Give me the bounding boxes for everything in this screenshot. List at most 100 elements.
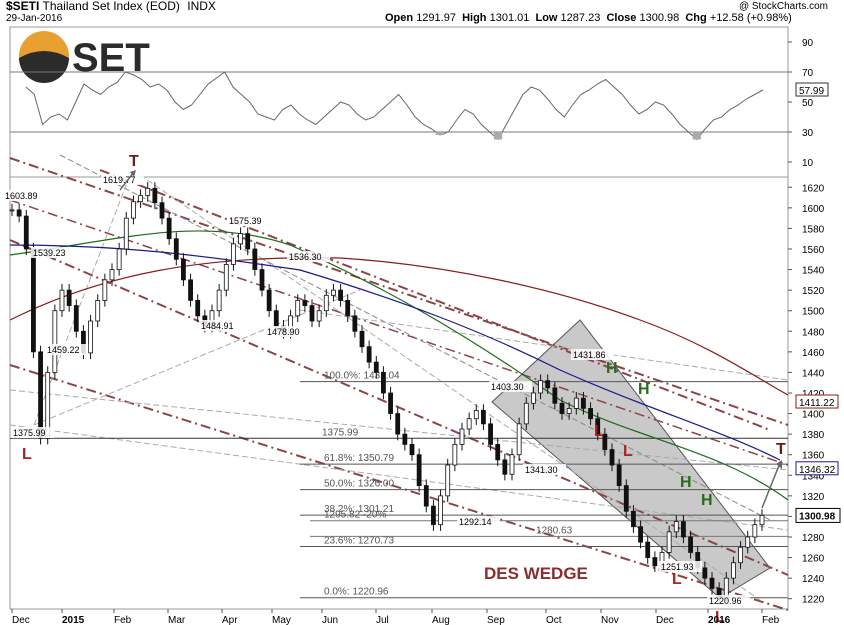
- price-tick-label: 1380: [802, 430, 825, 441]
- price-label-bg: [45, 344, 89, 355]
- price-candle: [359, 330, 365, 348]
- price-candle: [438, 495, 443, 526]
- arrow-line: [761, 462, 781, 509]
- price-candle: [59, 289, 65, 312]
- price-label: 1603.89: [5, 191, 38, 201]
- price-candle: [195, 300, 201, 317]
- price-candle: [609, 449, 615, 466]
- price-candle: [759, 515, 765, 526]
- rsi-panel: [9, 26, 789, 178]
- price-candle: [588, 408, 593, 420]
- price-candle: [652, 557, 658, 567]
- price-candle: [602, 433, 608, 450]
- price-tick-label: 1400: [802, 410, 825, 421]
- x-tick-label: Nov: [601, 615, 619, 625]
- chg-value: +12.58 (+0.98%): [709, 12, 792, 24]
- close-value: 1300.98: [799, 511, 836, 522]
- x-tick-label: 2015: [62, 615, 85, 625]
- price-candle: [131, 201, 136, 219]
- price-candle: [566, 408, 572, 414]
- ma-last-value: 1346.32: [799, 465, 836, 476]
- price-tick-label: 1240: [802, 574, 825, 585]
- price-candle: [552, 387, 558, 404]
- price-candle: [488, 423, 493, 445]
- x-tick-label: Jun: [322, 615, 338, 625]
- trend-line: [139, 174, 761, 601]
- price-label: 1403.30: [491, 382, 524, 392]
- price-label-bg: [227, 215, 271, 226]
- price-candle: [95, 300, 101, 322]
- x-tick-label: Apr: [222, 615, 238, 625]
- price-tick-label: 1540: [802, 266, 825, 277]
- fib-level-label: 100.0%: 1431.04: [324, 371, 400, 382]
- high-marker: H: [606, 360, 618, 377]
- x-tick-label: Feb: [762, 615, 780, 625]
- low-label: Low: [535, 12, 558, 24]
- low-marker: L: [715, 609, 725, 625]
- price-label: 1251.93: [661, 562, 694, 572]
- low-marker: L: [594, 423, 604, 440]
- price-candle: [531, 392, 536, 404]
- price-candle: [738, 546, 743, 564]
- set-logo-text: SET: [72, 36, 150, 80]
- open-label: Open: [385, 12, 414, 24]
- price-candle: [409, 444, 415, 456]
- close-label: Close: [606, 12, 637, 24]
- price-candle: [259, 269, 265, 291]
- price-candle: [116, 248, 122, 270]
- x-tick-label: Dec: [12, 615, 30, 625]
- price-candle: [223, 264, 229, 291]
- price-label: 1536.30: [289, 252, 322, 262]
- price-candle: [452, 444, 458, 466]
- high-marker: H: [680, 474, 692, 491]
- trend-line: [9, 199, 789, 466]
- price-label-bg: [707, 595, 751, 606]
- price-label-bg: [659, 561, 703, 572]
- price-candle: [45, 372, 51, 439]
- top-marker: T: [776, 441, 786, 458]
- price-candle: [88, 320, 93, 354]
- price-candle: [509, 454, 515, 475]
- price-candle: [473, 410, 479, 420]
- chg-label: Chg: [685, 12, 707, 24]
- price-tick-label: 1420: [802, 389, 825, 400]
- rsi-tick-label: 50: [802, 98, 814, 109]
- price-candle: [295, 300, 301, 317]
- price-candle: [395, 413, 401, 435]
- price-tick-label: 1460: [802, 348, 825, 359]
- high-marker: H: [701, 492, 713, 509]
- price-tick-label: 1440: [802, 368, 825, 379]
- price-tick-label: 1560: [802, 245, 825, 256]
- horizontal-level-label: 1375.99: [322, 427, 359, 438]
- price-candle: [545, 380, 551, 389]
- rsi-tick-label: 90: [802, 38, 814, 49]
- price-tick-label: 1600: [802, 204, 825, 215]
- symbol: $SETI: [6, 0, 40, 13]
- price-label-bg: [3, 190, 47, 201]
- price-candle: [381, 372, 386, 394]
- price-label: 1459.22: [47, 345, 80, 355]
- price-label-bg: [287, 251, 331, 262]
- price-candle: [245, 233, 251, 250]
- price-tick-label: 1360: [802, 451, 825, 462]
- x-tick-label: Aug: [432, 615, 450, 625]
- price-candle: [166, 217, 172, 240]
- price-tick-label: 1280: [802, 533, 825, 544]
- moving-average-long: [9, 257, 789, 396]
- rsi-tick-label: 70: [802, 68, 814, 79]
- price-candle: [316, 310, 322, 322]
- price-candle: [731, 562, 736, 579]
- price-candle: [459, 428, 465, 445]
- price-candle: [638, 526, 643, 543]
- ma-last-value: 1411.22: [799, 398, 835, 409]
- price-label-bg: [199, 320, 243, 331]
- price-candle: [431, 505, 436, 526]
- price-candle: [709, 577, 715, 589]
- price-candle: [388, 392, 393, 414]
- price-candle: [423, 485, 429, 507]
- price-candle: [38, 351, 43, 439]
- moving-average-mid: [9, 244, 781, 461]
- trend-line: [9, 157, 789, 426]
- price-tick-label: 1320: [802, 492, 825, 503]
- price-candle: [252, 248, 258, 270]
